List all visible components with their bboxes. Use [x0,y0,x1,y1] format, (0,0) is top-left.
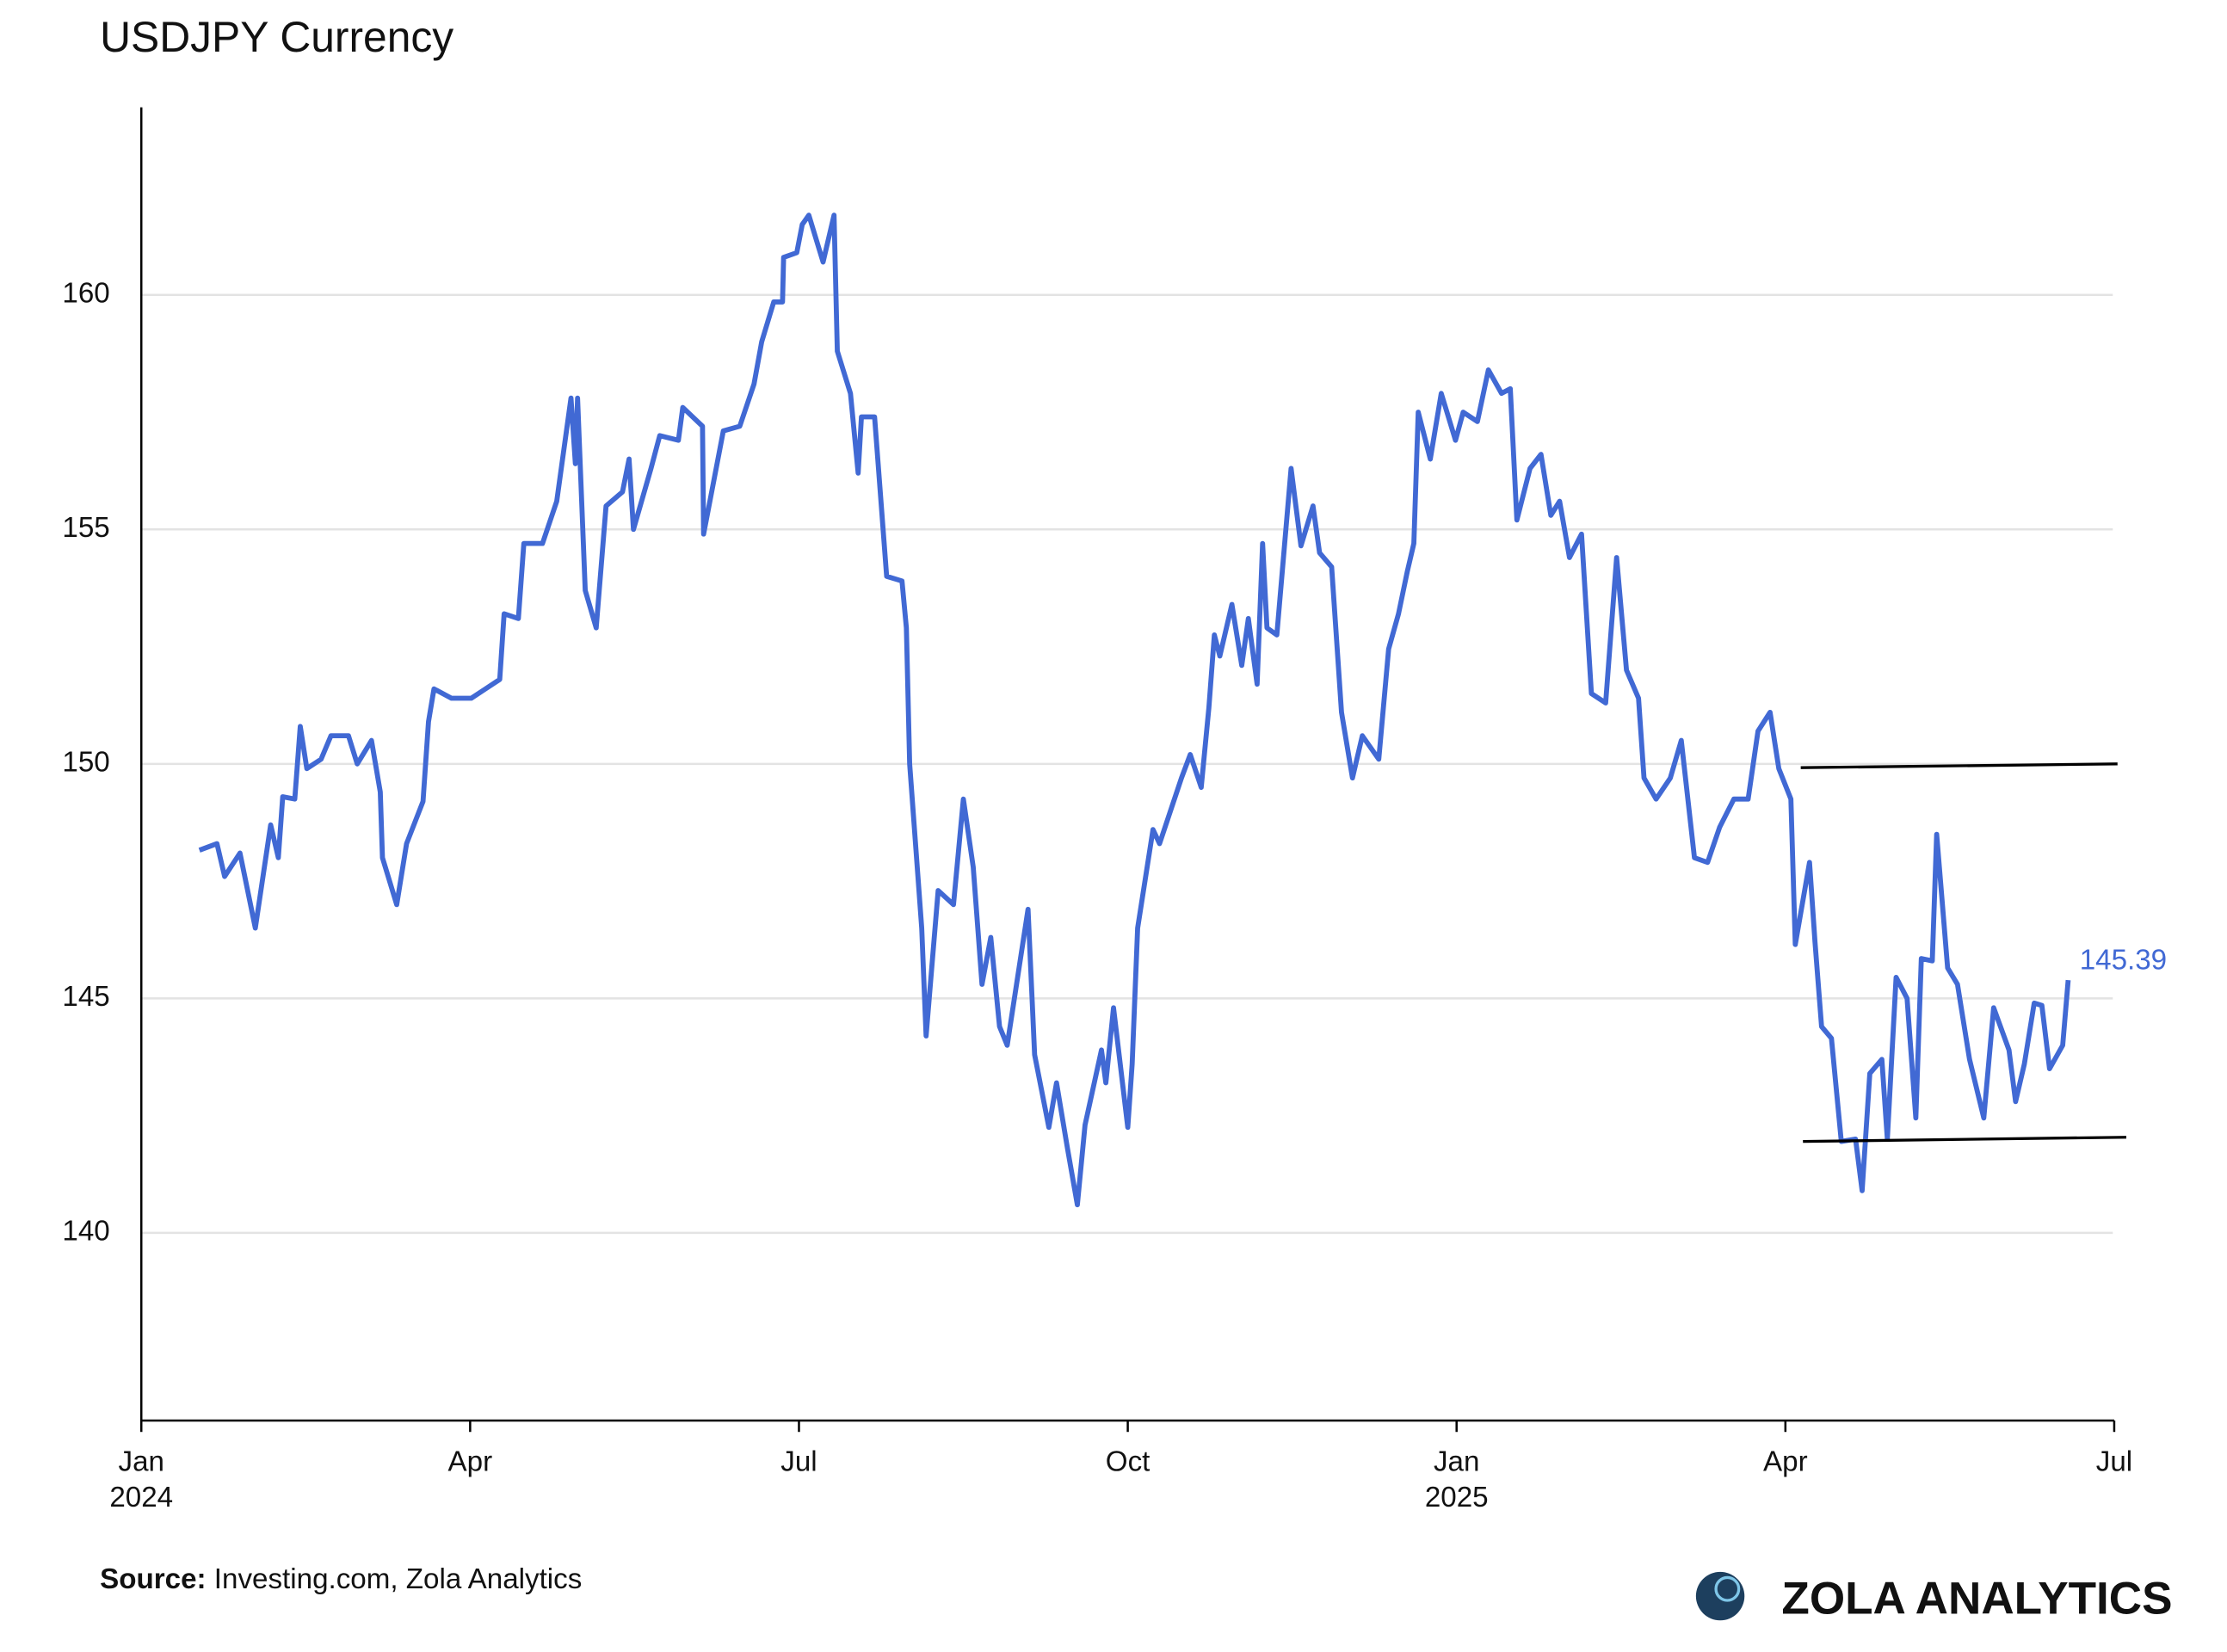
x-tick-label-line: Jan [1434,1446,1479,1477]
x-tick-label-line: Jan [119,1446,164,1477]
y-tick-label: 160 [62,278,109,310]
x-tick-label-line: 2025 [1425,1482,1489,1513]
y-tick-label: 140 [62,1216,109,1248]
last-value-label: 145.39 [2080,944,2167,976]
x-tick-label: Apr [1763,1446,1808,1477]
y-tick-label: 145 [62,981,109,1013]
x-tick-label: Jan 2024 [109,1446,173,1513]
x-tick-label: Jan 2025 [1425,1446,1489,1513]
source-note: Source: Investing.com, Zola Analytics [100,1563,582,1595]
source-text: Investing.com, Zola Analytics [214,1563,583,1595]
x-tick-label: Oct [1106,1446,1151,1477]
y-tick-label: 150 [62,747,109,779]
price-line [198,213,2071,1208]
x-tick-label: Apr [448,1446,493,1477]
y-tick-label: 155 [62,512,109,544]
chart-title: USDJPY Currency [100,13,453,61]
range-line [1800,762,2118,769]
x-tick-label-line: 2024 [109,1482,173,1513]
x-tick-label: Jul [2096,1446,2132,1477]
range-line [1803,1136,2126,1143]
source-label: Source: [100,1563,206,1595]
x-tick-label: Jul [780,1446,817,1477]
brand-name: ZOLA ANALYTICS [1781,1574,2172,1624]
brand-logo: ZOLA ANALYTICS [1695,1571,2173,1624]
logo-detail [1714,1575,1741,1602]
